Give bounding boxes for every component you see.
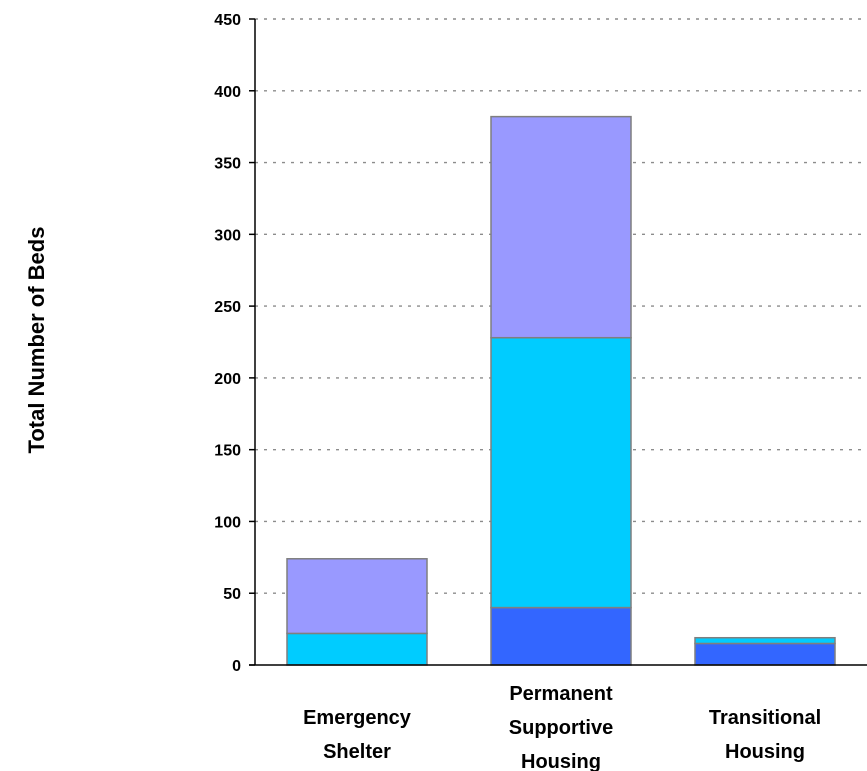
- bar-segment: [286, 558, 428, 635]
- y-tick-label: 250: [214, 299, 241, 316]
- y-tick-label: 100: [214, 514, 241, 531]
- y-tick-label: 400: [214, 84, 241, 101]
- x-category-label: Emergency Shelter: [303, 707, 412, 763]
- y-tick-label: 150: [214, 443, 241, 460]
- bar-segment: [490, 606, 632, 666]
- axes: [249, 19, 867, 666]
- y-tick-label: 300: [214, 227, 241, 244]
- y-tick-label: 450: [214, 12, 241, 29]
- y-tick-label: 200: [214, 371, 241, 388]
- x-category-labels: Emergency Shelter Permanent Supportive Housi…: [303, 683, 821, 771]
- bar-segment: [694, 636, 836, 645]
- y-tick-label: 350: [214, 156, 241, 173]
- bar-segment: [490, 115, 632, 339]
- y-tick-label: 50: [223, 586, 241, 603]
- x-category-label: Transitional Housing: [709, 707, 821, 763]
- y-tick-labels: 0 50 100 150 200 250 300 350 400 450: [214, 12, 255, 675]
- bar-segment: [490, 336, 632, 609]
- bars: [286, 115, 836, 666]
- bar-segment: [694, 642, 836, 666]
- x-category-label: Permanent Supportive Housing: [509, 683, 613, 771]
- y-tick-label: 0: [232, 658, 241, 675]
- bar-segment: [286, 632, 428, 666]
- y-axis-title: Total Number of Beds: [24, 227, 49, 454]
